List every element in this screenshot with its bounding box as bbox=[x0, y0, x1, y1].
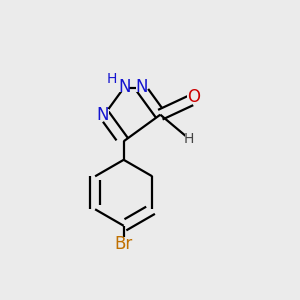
FancyBboxPatch shape bbox=[114, 239, 133, 250]
FancyBboxPatch shape bbox=[97, 109, 109, 120]
Text: Br: Br bbox=[115, 235, 133, 253]
FancyBboxPatch shape bbox=[185, 134, 194, 143]
FancyBboxPatch shape bbox=[188, 92, 199, 103]
FancyBboxPatch shape bbox=[108, 74, 116, 83]
Text: O: O bbox=[187, 88, 200, 106]
Text: N: N bbox=[118, 78, 130, 96]
Text: H: H bbox=[184, 132, 194, 146]
Text: N: N bbox=[135, 78, 148, 96]
Text: N: N bbox=[97, 106, 109, 124]
FancyBboxPatch shape bbox=[113, 81, 129, 92]
Text: H: H bbox=[107, 72, 117, 86]
FancyBboxPatch shape bbox=[136, 81, 148, 92]
